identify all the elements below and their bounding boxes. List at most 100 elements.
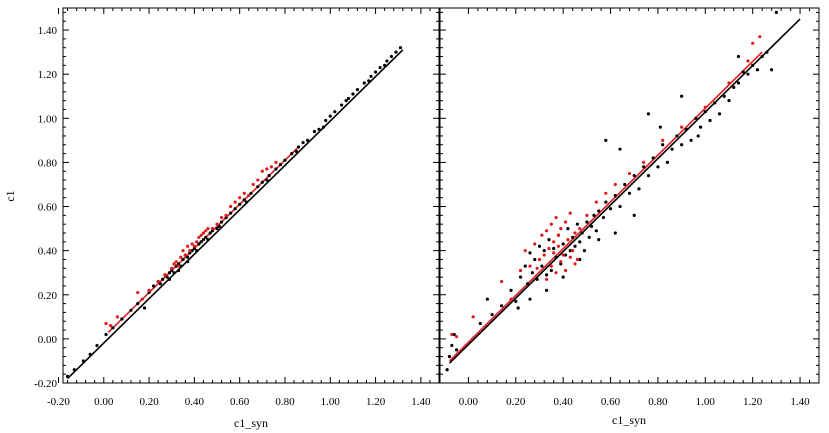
- black-data-point: [604, 200, 608, 204]
- black-data-point: [582, 249, 587, 253]
- red-data-point: [568, 255, 572, 259]
- black-data-point: [340, 103, 344, 107]
- x-tick-label: 0.40: [554, 396, 574, 408]
- black-data-point: [72, 368, 76, 372]
- black-data-point: [554, 255, 558, 259]
- black-data-point: [242, 198, 246, 202]
- black-data-point: [351, 92, 355, 96]
- black-data-point: [328, 114, 332, 118]
- red-data-point: [104, 321, 108, 326]
- black-data-point: [632, 174, 636, 178]
- black-data-point: [642, 165, 646, 169]
- black-data-point: [646, 112, 651, 116]
- black-data-point: [190, 249, 194, 253]
- red-data-point: [265, 167, 269, 171]
- black-fit-line: [66, 49, 404, 380]
- black-data-point: [680, 143, 684, 147]
- black-data-point: [646, 174, 651, 178]
- red-data-point: [746, 59, 750, 63]
- black-data-point: [244, 200, 249, 204]
- red-data-point: [563, 220, 568, 224]
- x-tick-label: 1.00: [321, 396, 341, 408]
- black-data-point: [450, 343, 454, 348]
- red-data-point: [549, 264, 553, 268]
- red-data-point: [554, 271, 558, 275]
- red-data-point: [251, 182, 255, 187]
- black-data-point: [333, 110, 337, 114]
- black-data-point: [167, 271, 172, 275]
- black-data-point: [627, 191, 632, 195]
- black-data-point: [167, 277, 172, 281]
- black-data-point: [514, 299, 518, 303]
- x-tick-label: 1.00: [696, 396, 716, 408]
- red-data-point: [540, 233, 544, 237]
- black-data-point: [566, 226, 570, 231]
- black-data-point: [760, 54, 764, 59]
- black-data-point: [256, 185, 260, 189]
- red-data-point: [274, 160, 278, 165]
- black-data-point: [120, 317, 124, 321]
- black-data-point: [362, 81, 366, 85]
- y-tick-label: 1.00: [38, 113, 58, 125]
- red-data-point: [509, 297, 513, 301]
- black-data-point: [542, 249, 546, 253]
- right-tick-labels: 0.00 0.20 0.40 0.60 0.80 1.00 1.20 1.40: [459, 396, 810, 408]
- black-data-point: [755, 68, 760, 72]
- red-data-point: [703, 105, 707, 109]
- black-data-point: [321, 125, 326, 129]
- black-data-point: [518, 275, 523, 279]
- red-data-point: [147, 288, 151, 292]
- red-data-point: [197, 235, 201, 240]
- black-data-point: [204, 235, 208, 240]
- black-data-point: [152, 284, 156, 288]
- black-data-point: [594, 229, 598, 233]
- left-scatter-panel: -0.20 0.00 0.20 0.40 0.60 0.80 1.00 1.20 1.40 -0.…: [3, 7, 440, 430]
- y-tick-label: 0.60: [38, 202, 58, 214]
- black-data-point: [201, 238, 206, 242]
- red-data-point: [552, 240, 556, 244]
- x-tick-label: 1.20: [743, 396, 763, 408]
- right-scatter-panel: 0.00 0.20 0.40 0.60 0.80 1.00 1.20 1.40 c1_syn: [439, 7, 820, 427]
- black-data-point: [561, 242, 565, 246]
- red-data-point: [578, 226, 582, 231]
- black-data-point: [601, 215, 606, 220]
- black-data-point: [165, 275, 169, 279]
- black-data-point: [618, 204, 622, 209]
- black-data-point: [147, 290, 151, 295]
- x-tick-label: 1.40: [790, 396, 810, 408]
- black-data-point: [722, 94, 726, 98]
- black-data-point: [312, 129, 317, 134]
- red-data-point: [219, 215, 224, 220]
- black-data-point: [454, 348, 459, 352]
- black-data-point: [490, 313, 494, 317]
- black-data-point: [533, 257, 537, 262]
- red-data-point: [563, 268, 568, 273]
- black-data-point: [283, 158, 287, 162]
- black-data-point: [736, 81, 741, 85]
- red-data-point: [269, 165, 273, 169]
- black-data-point: [568, 249, 572, 253]
- red-data-point: [242, 191, 246, 195]
- black-data-point: [398, 46, 403, 50]
- red-data-point: [170, 266, 174, 270]
- black-data-point: [215, 226, 219, 231]
- red-data-point: [238, 196, 242, 200]
- black-data-point: [290, 151, 294, 156]
- red-data-point: [554, 215, 558, 220]
- red-data-point: [571, 249, 575, 253]
- red-data-point: [108, 324, 113, 328]
- right-points: [445, 10, 778, 372]
- black-data-point: [770, 68, 774, 72]
- red-data-point: [642, 160, 646, 165]
- black-data-point: [301, 140, 305, 145]
- black-data-point: [540, 264, 544, 268]
- black-data-point: [185, 260, 190, 264]
- black-data-point: [249, 191, 253, 195]
- black-data-point: [452, 332, 456, 337]
- black-data-point: [274, 167, 278, 171]
- red-data-point: [533, 242, 537, 246]
- red-data-point: [535, 266, 539, 270]
- red-data-point: [566, 238, 570, 242]
- black-data-point: [547, 238, 551, 242]
- black-data-point: [592, 213, 596, 217]
